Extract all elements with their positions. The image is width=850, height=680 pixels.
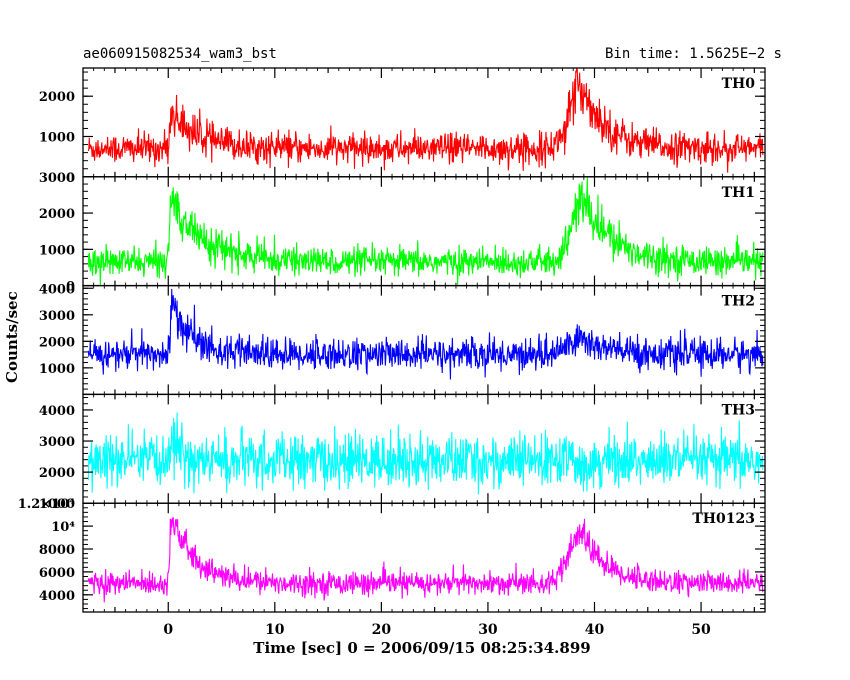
series-th0: [87, 67, 764, 173]
y-tick-label: 2000: [39, 335, 75, 350]
y-tick-label: 3000: [39, 435, 75, 450]
x-tick-label: 10: [265, 622, 285, 638]
y-tick-label: 4000: [39, 589, 75, 604]
y-tick-label: 4000: [39, 282, 75, 297]
y-tick-label: 3000: [39, 171, 75, 186]
y-tick-label: 1000: [39, 243, 75, 258]
x-tick-label: 30: [478, 622, 498, 638]
y-tick-label: 2000: [39, 90, 75, 105]
y-tick-label: 1000: [39, 362, 75, 377]
series-th2: [87, 288, 764, 380]
y-tick-label: 6000: [39, 566, 75, 581]
y-tick-label: 4000: [39, 404, 75, 419]
panel-frame: [82, 284, 766, 396]
panel-th1: 0 1000 2000 3000 TH1: [39, 171, 766, 295]
y-tick-label: 0: [66, 280, 75, 295]
x-tick-label: 0: [163, 622, 173, 638]
panel-frame: [82, 67, 766, 178]
panel-frame: [82, 502, 766, 613]
y-tick-label: 1000: [39, 497, 75, 512]
x-tick-label: 20: [372, 622, 392, 638]
panel-label: TH3: [722, 402, 755, 418]
y-tick-label: 10⁴: [51, 520, 75, 535]
series-th3: [87, 412, 764, 495]
y-tick-label: 3000: [39, 309, 75, 324]
panel-label: TH0123: [692, 511, 755, 527]
panel-label: TH1: [722, 185, 755, 201]
y-axis-label: Counts/sec: [3, 291, 21, 383]
panel-th2: 1000 2000 3000 4000 TH2: [39, 282, 766, 396]
x-axis-label: Time [sec] 0 = 2006/09/15 08:25:34.899: [253, 639, 591, 657]
series-th1: [87, 177, 764, 286]
panel-label: TH2: [722, 294, 755, 310]
y-tick-label: 1.2×10⁴: [18, 497, 76, 512]
y-tick-label: 0: [66, 171, 75, 186]
y-tick-label: 2000: [39, 207, 75, 222]
series-th0123: [87, 517, 764, 603]
bin-time-label: Bin time: 1.5625E−2 s: [604, 46, 782, 62]
chart-title: ae060915082534_wam3_bst: [83, 46, 277, 62]
panel-label: TH0: [722, 76, 756, 92]
panel-th0123: 4000 6000 8000 10⁴ 1.2×10⁴ TH0123: [18, 497, 766, 613]
y-tick-label: 8000: [39, 543, 75, 558]
x-tick-label: 40: [585, 622, 605, 638]
x-tick-label: 50: [691, 622, 711, 638]
y-tick-label: 1000: [39, 131, 75, 146]
y-tick-label: 2000: [39, 466, 75, 481]
x-axis-label-wrap: Time [sec] 0 = 2006/09/15 08:25:34.899: [0, 639, 850, 657]
panel-th0: 0 1000 2000 TH0: [39, 67, 766, 186]
panel-th3: 1000 2000 3000 4000 TH3: [39, 393, 766, 512]
